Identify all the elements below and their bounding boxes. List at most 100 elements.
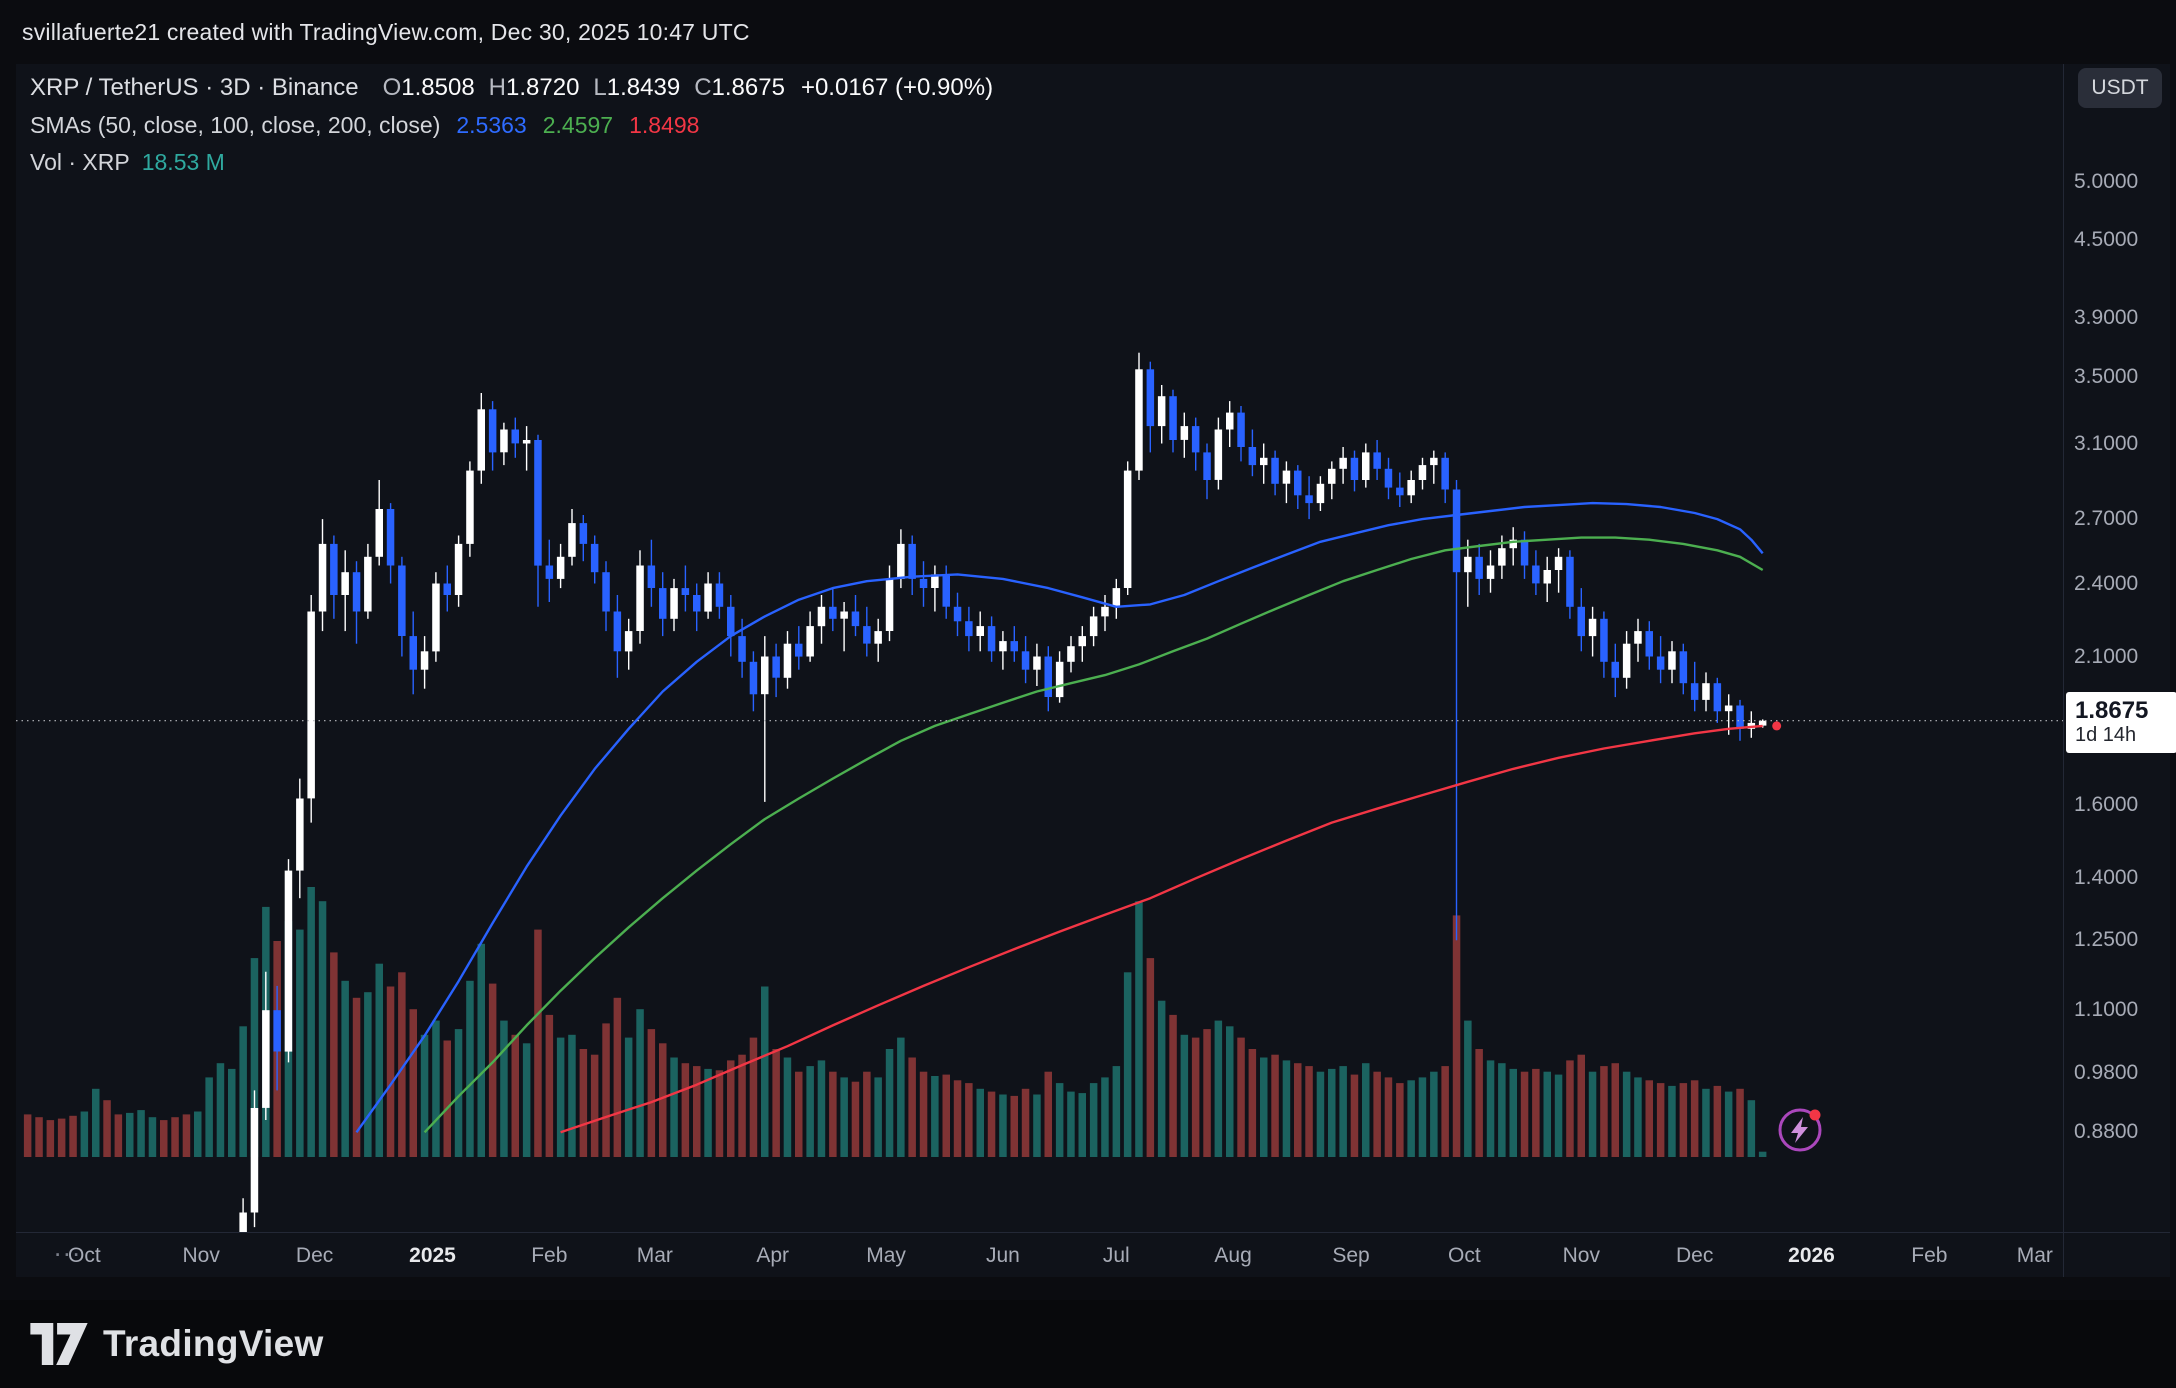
volume-bar [409, 1009, 417, 1157]
sma-indicator-label[interactable]: SMAs (50, close, 100, close, 200, close) [30, 112, 441, 138]
more-button[interactable]: ... [54, 1232, 82, 1262]
candle-body [273, 1010, 281, 1052]
candle-body [1203, 452, 1211, 480]
volume-bar [1248, 1049, 1257, 1157]
candle-body [420, 651, 429, 670]
candle-body [659, 588, 667, 619]
candle-body [1169, 396, 1177, 440]
candle-body [1112, 588, 1121, 607]
volume-bar [1441, 1066, 1449, 1157]
candle-body [1588, 618, 1597, 637]
candle-body [885, 578, 894, 631]
volume-bar [1078, 1093, 1086, 1157]
candle-body [352, 572, 361, 612]
high-label: H [488, 74, 507, 101]
volume-bar [1622, 1071, 1631, 1157]
candle-body [681, 588, 690, 595]
time-axis[interactable]: Oct Nov Dec 2025 Feb Mar Apr May Jun Jul Aug Sep Oct… [16, 1232, 2170, 1278]
volume-bar [205, 1077, 213, 1157]
volume-bar [1464, 1020, 1472, 1157]
volume-bar [103, 1100, 111, 1157]
candle-body [1498, 548, 1506, 566]
candle-body [1101, 606, 1109, 617]
volume-bar [1736, 1088, 1744, 1157]
symbol-title[interactable]: XRP / TetherUS · 3D · Binance [30, 74, 359, 101]
candle-body [1157, 396, 1166, 427]
flash-icon[interactable] [1778, 1108, 1822, 1152]
candle-body [624, 631, 633, 652]
volume-bar [1021, 1088, 1030, 1157]
volume-bar [953, 1080, 962, 1157]
volume-bar [522, 1043, 531, 1157]
time-tick: Aug [1214, 1244, 1252, 1267]
notification-dot [1809, 1109, 1821, 1121]
volume-bar [239, 1026, 247, 1157]
time-tick: Jul [1102, 1244, 1130, 1267]
candle-body [1260, 457, 1268, 466]
volume-indicator-label[interactable]: Vol · XRP [30, 149, 130, 175]
candle-body [1010, 641, 1018, 652]
candle-body [1214, 429, 1223, 480]
volume-bar [1520, 1071, 1529, 1157]
volume-bar [1758, 1151, 1767, 1157]
candle-body [1452, 489, 1461, 573]
volume-bar [534, 929, 542, 1157]
candle-body [1475, 556, 1483, 579]
candle-body [738, 636, 746, 662]
candle-body [999, 641, 1007, 652]
volume-bar [976, 1088, 984, 1157]
volume-bar [1010, 1095, 1018, 1157]
candle-body [670, 588, 678, 619]
candle-body [1724, 705, 1733, 712]
volume-bar [1611, 1063, 1619, 1157]
time-tick: Mar [2016, 1244, 2053, 1267]
candle-body [931, 574, 939, 588]
volume-bar [1203, 1029, 1211, 1157]
candle-body [908, 543, 916, 579]
candle-body [1350, 457, 1359, 480]
candle-body [556, 556, 565, 579]
volume-bar [659, 1043, 667, 1157]
volume-bar [488, 983, 497, 1157]
change-value: +0.0167 (+0.90%) [800, 74, 994, 101]
candle-body [568, 523, 576, 557]
volume-bar [919, 1071, 928, 1157]
legend-volume-row[interactable]: Vol · XRP 18.53 M [30, 148, 993, 176]
high-value: 1.8720 [506, 74, 580, 101]
volume-bar [965, 1083, 973, 1157]
candle-body [840, 611, 848, 619]
volume-bar [931, 1076, 939, 1157]
volume-bar [1316, 1071, 1325, 1157]
attribution-text: svillafuerte21 created with TradingView.… [22, 18, 750, 45]
candle-body [761, 656, 769, 695]
candle-body [851, 611, 860, 627]
candle-body [307, 611, 315, 799]
legend-sma-row[interactable]: SMAs (50, close, 100, close, 200, close)… [30, 111, 993, 139]
volume-bar [840, 1077, 848, 1157]
candle-body [1373, 452, 1381, 469]
time-tick: Sep [1332, 1244, 1370, 1267]
candle-body [1464, 556, 1472, 573]
volume-bar [466, 980, 474, 1157]
candle-body [545, 565, 554, 579]
candle-body [636, 565, 644, 631]
volume-bar [57, 1118, 66, 1157]
price-chart[interactable] [16, 64, 2063, 1232]
candle-body [330, 543, 338, 595]
candle-body [318, 543, 327, 612]
volume-bar [126, 1112, 134, 1157]
volume-bar [885, 1049, 894, 1157]
currency-button[interactable]: USDT [2078, 68, 2162, 108]
volume-bar [1033, 1094, 1041, 1157]
volume-bar [681, 1063, 690, 1157]
candle-body [647, 565, 656, 588]
price-axis[interactable]: USDT 5.0000 4.5000 3.9000 3.5000 3.1000 2.700… [2063, 64, 2176, 1277]
candle-body [1645, 631, 1653, 657]
volume-bar [1418, 1077, 1427, 1157]
volume-bar [318, 901, 327, 1157]
candle-body [1486, 565, 1495, 579]
volume-bar [137, 1110, 145, 1157]
tradingview-logo[interactable]: TradingView [30, 1323, 324, 1365]
last-price-value: 1.8675 [2075, 696, 2149, 724]
